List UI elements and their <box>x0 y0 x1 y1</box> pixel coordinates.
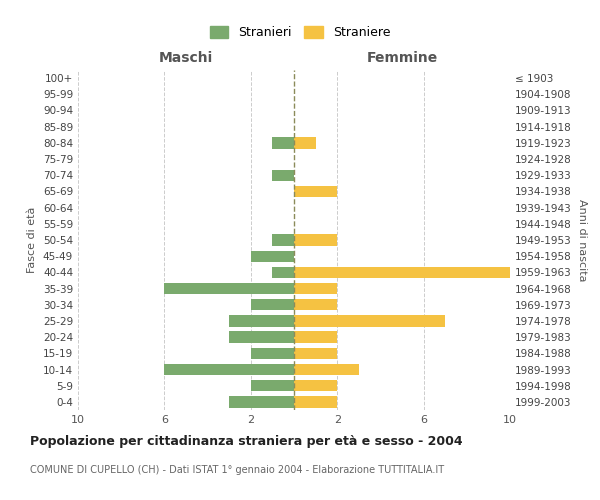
Text: Popolazione per cittadinanza straniera per età e sesso - 2004: Popolazione per cittadinanza straniera p… <box>30 435 463 448</box>
Legend: Stranieri, Straniere: Stranieri, Straniere <box>205 21 395 44</box>
Bar <box>294 283 337 294</box>
Bar <box>229 316 294 326</box>
Bar <box>294 137 316 148</box>
Bar <box>251 299 294 310</box>
Bar <box>164 283 294 294</box>
Bar <box>272 234 294 246</box>
Bar <box>294 348 337 359</box>
Bar <box>272 170 294 181</box>
Bar <box>229 396 294 407</box>
Bar <box>229 332 294 343</box>
Bar <box>294 396 337 407</box>
Bar <box>251 250 294 262</box>
Bar <box>294 332 337 343</box>
Bar <box>251 348 294 359</box>
Bar <box>294 364 359 375</box>
Y-axis label: Anni di nascita: Anni di nascita <box>577 198 587 281</box>
Bar <box>272 137 294 148</box>
Text: COMUNE DI CUPELLO (CH) - Dati ISTAT 1° gennaio 2004 - Elaborazione TUTTITALIA.IT: COMUNE DI CUPELLO (CH) - Dati ISTAT 1° g… <box>30 465 444 475</box>
Bar <box>294 234 337 246</box>
Text: Maschi: Maschi <box>159 51 213 65</box>
Y-axis label: Fasce di età: Fasce di età <box>28 207 37 273</box>
Bar <box>294 299 337 310</box>
Bar <box>294 316 445 326</box>
Bar <box>251 380 294 392</box>
Text: Femmine: Femmine <box>367 51 437 65</box>
Bar <box>164 364 294 375</box>
Bar <box>294 380 337 392</box>
Bar <box>294 266 510 278</box>
Bar <box>272 266 294 278</box>
Bar <box>294 186 337 197</box>
